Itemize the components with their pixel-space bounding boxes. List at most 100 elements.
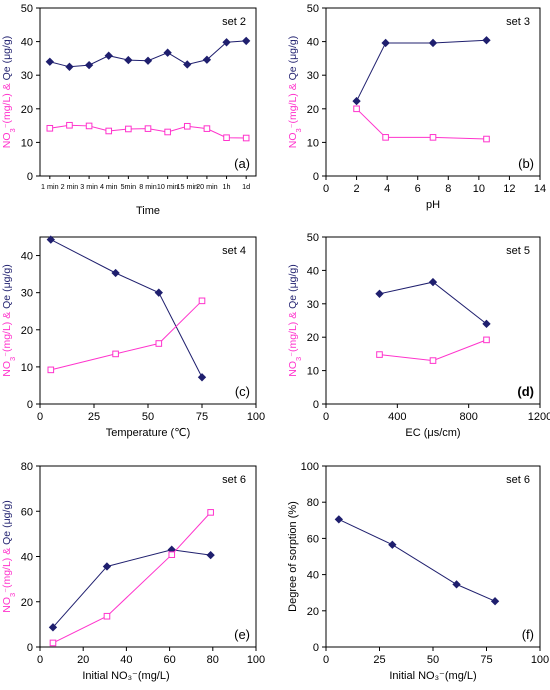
- data-point-no3: [382, 134, 389, 141]
- x-tick-label: 5min: [121, 182, 137, 191]
- y-tick-label: 50: [307, 232, 319, 244]
- data-point-no3: [429, 357, 437, 364]
- y-tick-label: 30: [307, 299, 319, 311]
- y-tick-label: 0: [27, 171, 33, 183]
- data-point-no3: [198, 297, 206, 305]
- x-tick-label: 1d: [242, 182, 250, 191]
- x-tick-label: 100: [531, 654, 549, 666]
- data-point-no3: [46, 124, 54, 132]
- data-point-qe: [482, 36, 491, 45]
- data-point-qe: [45, 57, 54, 66]
- data-point-qe: [428, 277, 438, 287]
- data-point-qe: [183, 60, 192, 69]
- set-label: set 3: [506, 16, 530, 28]
- x-tick-label: 0: [37, 654, 43, 666]
- y-tick-label: 20: [21, 104, 33, 116]
- panel-label: (b): [518, 156, 534, 171]
- series-line-qe: [338, 518, 496, 602]
- y-tick-label: 20: [307, 104, 319, 116]
- y-tick-label: 20: [21, 325, 33, 337]
- data-point-no3: [483, 336, 490, 344]
- data-point-no3: [376, 351, 383, 358]
- data-point-no3: [112, 350, 119, 358]
- data-point-qe: [143, 56, 153, 65]
- panel-label: (d): [517, 384, 534, 399]
- data-point-qe: [388, 540, 397, 549]
- x-tick-label: 1200: [528, 411, 550, 423]
- x-tick-label: 1 min: [41, 182, 59, 191]
- x-tick-label: 75: [480, 654, 492, 666]
- data-point-qe: [84, 60, 94, 70]
- series-line-no3: [50, 300, 203, 371]
- data-point-qe: [206, 550, 215, 560]
- data-point-qe: [222, 38, 231, 47]
- x-tick-label: 25: [373, 654, 385, 666]
- data-point-no3: [105, 127, 113, 135]
- plot-frame: [325, 465, 541, 648]
- plot-frame: [39, 7, 257, 177]
- data-point-qe: [124, 55, 133, 65]
- x-axis-label: Initial NO₃⁻(mg/L): [389, 670, 476, 682]
- data-point-no3: [164, 128, 171, 136]
- set-label: set 6: [506, 474, 530, 486]
- y-tick-label: 30: [21, 70, 33, 82]
- x-tick-label: 0: [323, 654, 329, 666]
- x-tick-label: 8 min: [139, 182, 157, 191]
- data-point-no3: [144, 125, 152, 132]
- series-line-qe: [379, 281, 487, 325]
- x-tick-label: 100: [247, 654, 265, 666]
- y-tick-label: 40: [21, 37, 33, 49]
- set-label: set 4: [222, 245, 246, 257]
- y-tick-label: 80: [21, 461, 33, 473]
- plot-frame: [39, 236, 257, 405]
- plot-frame: [325, 7, 541, 177]
- x-tick-label: 3 min: [80, 182, 98, 191]
- y-tick-label: 100: [301, 461, 319, 473]
- plot-frame: [325, 236, 541, 405]
- data-point-qe: [154, 288, 163, 297]
- data-point-no3: [242, 134, 250, 142]
- set-label: set 2: [222, 16, 246, 28]
- x-tick-label: 10: [473, 183, 485, 195]
- data-point-qe: [452, 580, 461, 589]
- y-tick-label: 20: [307, 332, 319, 344]
- data-point-no3: [353, 105, 360, 113]
- data-point-qe: [163, 48, 172, 57]
- y-tick-label: 40: [307, 265, 319, 277]
- x-axis-label: Initial NO₃⁻(mg/L): [82, 670, 169, 682]
- panel-label: (f): [522, 627, 534, 642]
- data-point-qe: [111, 268, 120, 278]
- data-point-qe: [381, 38, 390, 48]
- x-tick-label: 20 min: [196, 182, 218, 191]
- data-point-qe: [334, 515, 344, 524]
- panel-f: 0 20 40 60 80 100 0 25 50 75 100 Initial NO₃⁻(mg/L)…: [287, 461, 549, 682]
- y-tick-label: 40: [21, 251, 33, 263]
- x-tick-label: 2: [354, 183, 360, 195]
- data-point-no3: [203, 125, 211, 132]
- panel-c: 0 10 20 30 40 0 25 50 75 100 Temperature (℃) NO3⁻(m…: [1, 235, 265, 439]
- y-tick-label: 50: [21, 3, 33, 15]
- y-axis-label: NO3⁻(mg/L) & Qe (μg/g): [287, 36, 303, 148]
- data-point-qe: [197, 373, 207, 382]
- x-tick-label: 800: [459, 411, 477, 423]
- data-point-no3: [155, 340, 163, 347]
- x-tick-label: 0: [323, 411, 329, 423]
- y-axis-label: NO3⁻(mg/L) & Qe (μg/g): [287, 264, 303, 376]
- data-point-qe: [65, 62, 74, 71]
- x-tick-label: 100: [247, 411, 265, 423]
- data-point-no3: [85, 122, 93, 130]
- y-tick-label: 0: [313, 171, 319, 183]
- x-tick-label: 8: [445, 183, 451, 195]
- data-point-qe: [48, 623, 58, 632]
- y-tick-label: 80: [307, 497, 319, 509]
- plot-frame: [39, 465, 257, 648]
- y-tick-label: 10: [307, 366, 319, 378]
- y-tick-label: 0: [27, 399, 33, 411]
- data-point-qe: [46, 235, 55, 244]
- y-tick-label: 40: [307, 37, 319, 49]
- x-tick-label: 10 min: [157, 182, 179, 191]
- y-tick-label: 10: [21, 362, 33, 374]
- set-label: set 5: [506, 245, 530, 257]
- panel-label: (e): [234, 627, 250, 642]
- panel-label: (a): [234, 156, 250, 171]
